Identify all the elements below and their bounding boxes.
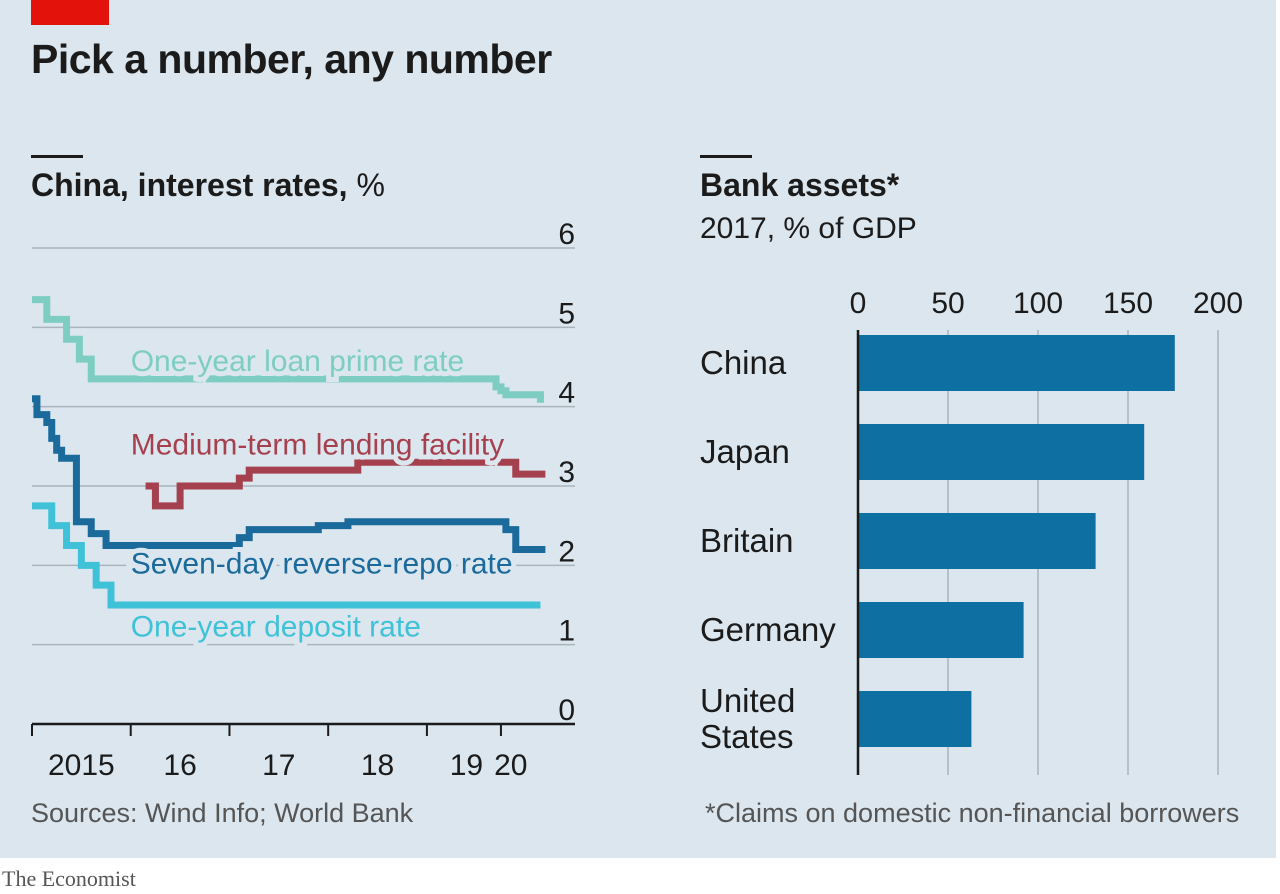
headline: Pick a number, any number — [31, 36, 552, 82]
y-tick-label: 0 — [558, 694, 575, 727]
left-chart-unit: % — [347, 167, 385, 203]
bank-assets-bar-chart: 0 50 100 150 200 China Japan Britain Germany Unit… — [700, 287, 1243, 775]
left-chart-title-text: China, interest rates, — [31, 167, 348, 203]
reverse-repo-rate-line — [32, 395, 546, 553]
deposit-rate-line — [32, 502, 541, 609]
footnote: *Claims on domestic non-financial borrow… — [705, 798, 1240, 828]
x-tick-label: 19 — [450, 749, 483, 782]
right-chart-rule — [700, 155, 752, 158]
category-label: Japan — [700, 433, 790, 470]
bar-x-tick-label: 0 — [850, 287, 867, 320]
interest-rates-line-chart: 0 1 2 3 4 5 6 2015 16 17 18 19 20 One-year loan prime… — [31, 218, 575, 782]
category-label: Britain — [700, 522, 794, 559]
bar-china — [858, 335, 1175, 391]
x-tick-label: 16 — [163, 749, 196, 782]
source-note: Sources: Wind Info; World Bank — [31, 798, 414, 828]
bar-japan — [858, 424, 1145, 480]
brand-red-tag — [31, 0, 109, 25]
bar-x-tick-label: 150 — [1103, 287, 1153, 320]
bar-x-tick-label: 200 — [1193, 287, 1243, 320]
loan-prime-rate-line — [32, 296, 544, 403]
category-label: United States — [700, 682, 795, 755]
x-tick-label: 17 — [262, 749, 295, 782]
mlf-rate-label: Medium-term lending facility — [131, 428, 504, 461]
y-tick-label: 1 — [558, 615, 575, 648]
category-label: Germany — [700, 611, 836, 648]
right-chart-title-text: Bank assets* — [700, 167, 900, 203]
right-chart-title: Bank assets* — [700, 167, 899, 204]
mlf-rate-line — [145, 458, 546, 510]
bar-britain — [858, 513, 1096, 569]
bar-x-tick-label: 100 — [1013, 287, 1063, 320]
y-tick-label: 6 — [558, 218, 575, 251]
y-tick-label: 4 — [558, 377, 575, 410]
category-label: China — [700, 344, 787, 381]
y-tick-label: 2 — [558, 535, 575, 568]
y-tick-label: 5 — [558, 297, 575, 330]
x-tick-label: 18 — [361, 749, 394, 782]
x-tick-label: 2015 — [48, 749, 115, 782]
y-tick-label: 3 — [558, 456, 575, 489]
loan-prime-rate-label: One-year loan prime rate — [131, 345, 465, 378]
brand-logo-text: The Economist — [2, 866, 136, 891]
right-chart-subtitle: 2017, % of GDP — [700, 212, 917, 245]
left-chart-title: China, interest rates, % — [31, 167, 385, 204]
bar-x-tick-label: 50 — [931, 287, 964, 320]
left-chart-rule — [31, 155, 83, 158]
deposit-rate-label: One-year deposit rate — [131, 611, 421, 644]
reverse-repo-rate-label: Seven-day reverse-repo rate — [131, 547, 513, 580]
bar-germany — [858, 602, 1024, 658]
x-tick-label: 20 — [494, 749, 527, 782]
bar-united — [858, 691, 972, 747]
